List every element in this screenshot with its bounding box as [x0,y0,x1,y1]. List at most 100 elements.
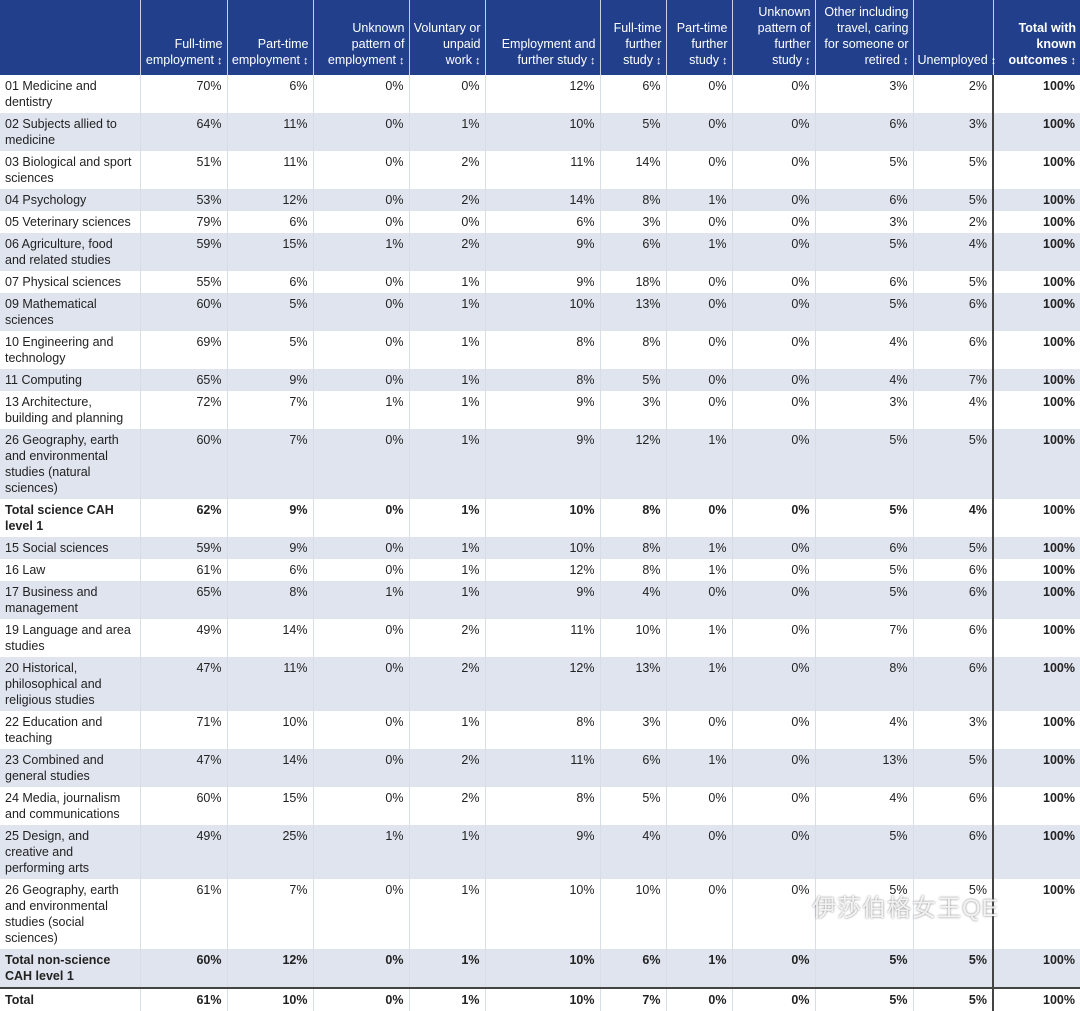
table-row: 02 Subjects allied to medicine 64% 11% 0% 1%… [0,113,1080,151]
table-cell: 3% [599,211,666,233]
table-row: 23 Combined and general studies 47% 14% 0% 2… [0,749,1080,787]
table-cell: 18% [599,271,666,293]
table-cell: 1% [408,499,485,537]
table-cell: 0% [312,987,409,1011]
table-cell: 10% [484,537,600,559]
row-label: 22 Education and teaching [5,715,103,745]
table-cell: 10% [599,879,666,949]
row-label: 09 Mathematical sciences [0,293,140,331]
table-cell: 6% [814,189,913,211]
table-cell: 1% [408,879,485,949]
sort-icon[interactable]: ↕ [475,55,481,67]
column-header[interactable]: Unknown pattern of employment ↕ [312,0,409,75]
sort-icon[interactable]: ↕ [590,55,596,67]
row-label: 17 Business and management [0,581,140,619]
table-cell: 100% [992,537,1080,559]
column-header[interactable]: Full-time further study ↕ [599,0,666,75]
table-cell: 100% [992,619,1080,657]
table-cell: 11% [226,151,313,189]
table-cell: 7% [599,987,666,1011]
column-header[interactable]: Full-time employment ↕ [139,0,227,75]
sort-icon[interactable]: ↕ [303,55,309,67]
table-cell: 8% [484,787,600,825]
column-header[interactable]: Voluntary or unpaid work ↕ [408,0,485,75]
table-cell: 6% [814,113,913,151]
row-label: 15 Social sciences [0,537,140,559]
table-cell: 1% [408,271,485,293]
table-cell: 6% [599,233,666,271]
sort-icon[interactable]: ↕ [217,55,223,67]
table-cell: 1% [665,189,732,211]
table-cell: 5% [912,189,993,211]
table-cell: 3% [912,113,993,151]
table-cell: 9% [226,369,313,391]
column-header[interactable]: Other including travel, caring for someo… [814,0,913,75]
table-cell: 6% [226,559,313,581]
table-cell: 1% [665,749,732,787]
table-cell: 0% [665,787,732,825]
column-header[interactable]: Part-time further study ↕ [665,0,732,75]
table-cell: 49% [139,619,227,657]
table-cell: 100% [992,499,1080,537]
table-cell: 13% [599,657,666,711]
table-cell: 100% [992,787,1080,825]
column-header-label: Part-time further study [676,21,728,67]
table-cell: 100% [992,429,1080,499]
sort-icon[interactable]: ↕ [903,55,909,67]
column-header[interactable]: Unknown pattern of further study ↕ [731,0,815,75]
table-cell: 100% [992,949,1080,988]
row-label: 26 Geography, earth and environmental st… [5,883,119,945]
table-cell: 7% [226,391,313,429]
table-cell: 1% [312,581,409,619]
column-header-label: Full-time employment [145,37,223,67]
table-cell: 0% [731,879,815,949]
table-cell: 72% [139,391,227,429]
table-cell: 8% [599,559,666,581]
column-header[interactable]: Unemployed ↕ [912,0,996,75]
sort-icon[interactable]: ↕ [399,55,405,67]
table-cell: 100% [992,271,1080,293]
row-label: 26 Geography, earth and environmental st… [0,429,140,499]
table-row: 17 Business and management 65% 8% 1% 1% 9% 4% 0… [0,581,1080,619]
table-cell: 7% [814,619,913,657]
table-cell: 5% [599,369,666,391]
table-cell: 10% [484,113,600,151]
column-header[interactable]: Employment and further study ↕ [484,0,600,75]
table-cell: 4% [912,391,993,429]
table-cell: 53% [139,189,227,211]
sort-icon[interactable]: ↕ [990,55,997,67]
table-cell: 0% [731,331,815,369]
table-cell: 9% [484,825,600,879]
table-cell: 14% [599,151,666,189]
table-cell: 0% [731,787,815,825]
table-cell: 5% [912,879,993,949]
table-cell: 11% [484,619,600,657]
table-cell: 1% [665,537,732,559]
table-cell: 6% [814,271,913,293]
table-cell: 0% [731,151,815,189]
table-cell: 0% [731,271,815,293]
table-cell: 0% [731,391,815,429]
table-cell: 1% [408,949,485,988]
sort-icon[interactable]: ↕ [1070,55,1077,67]
header-corner [0,0,140,75]
table-cell: 0% [312,189,409,211]
table-cell: 8% [484,331,600,369]
total-row: Total non-science CAH level 1 60% 12% 0% 1% 1… [0,949,1080,988]
table-cell: 7% [912,369,993,391]
table-cell: 0% [731,749,815,787]
column-header[interactable]: Part-time employment ↕ [226,0,313,75]
table-cell: 10% [484,949,600,988]
row-label: 10 Engineering and technology [5,335,114,365]
row-label: 13 Architecture, building and planning [5,395,124,425]
column-header[interactable]: Total with known outcomes ↕ [992,0,1080,75]
table-cell: 0% [312,711,409,749]
table-cell: 1% [312,391,409,429]
table-cell: 6% [484,211,600,233]
table-cell: 65% [139,581,227,619]
table-row: 05 Veterinary sciences 79% 6% 0% 0% 6% 3% 0% 0% 3… [0,211,1080,233]
sort-icon[interactable]: ↕ [805,55,811,67]
table-cell: 0% [731,293,815,331]
sort-icon[interactable]: ↕ [722,55,728,67]
sort-icon[interactable]: ↕ [656,55,662,67]
